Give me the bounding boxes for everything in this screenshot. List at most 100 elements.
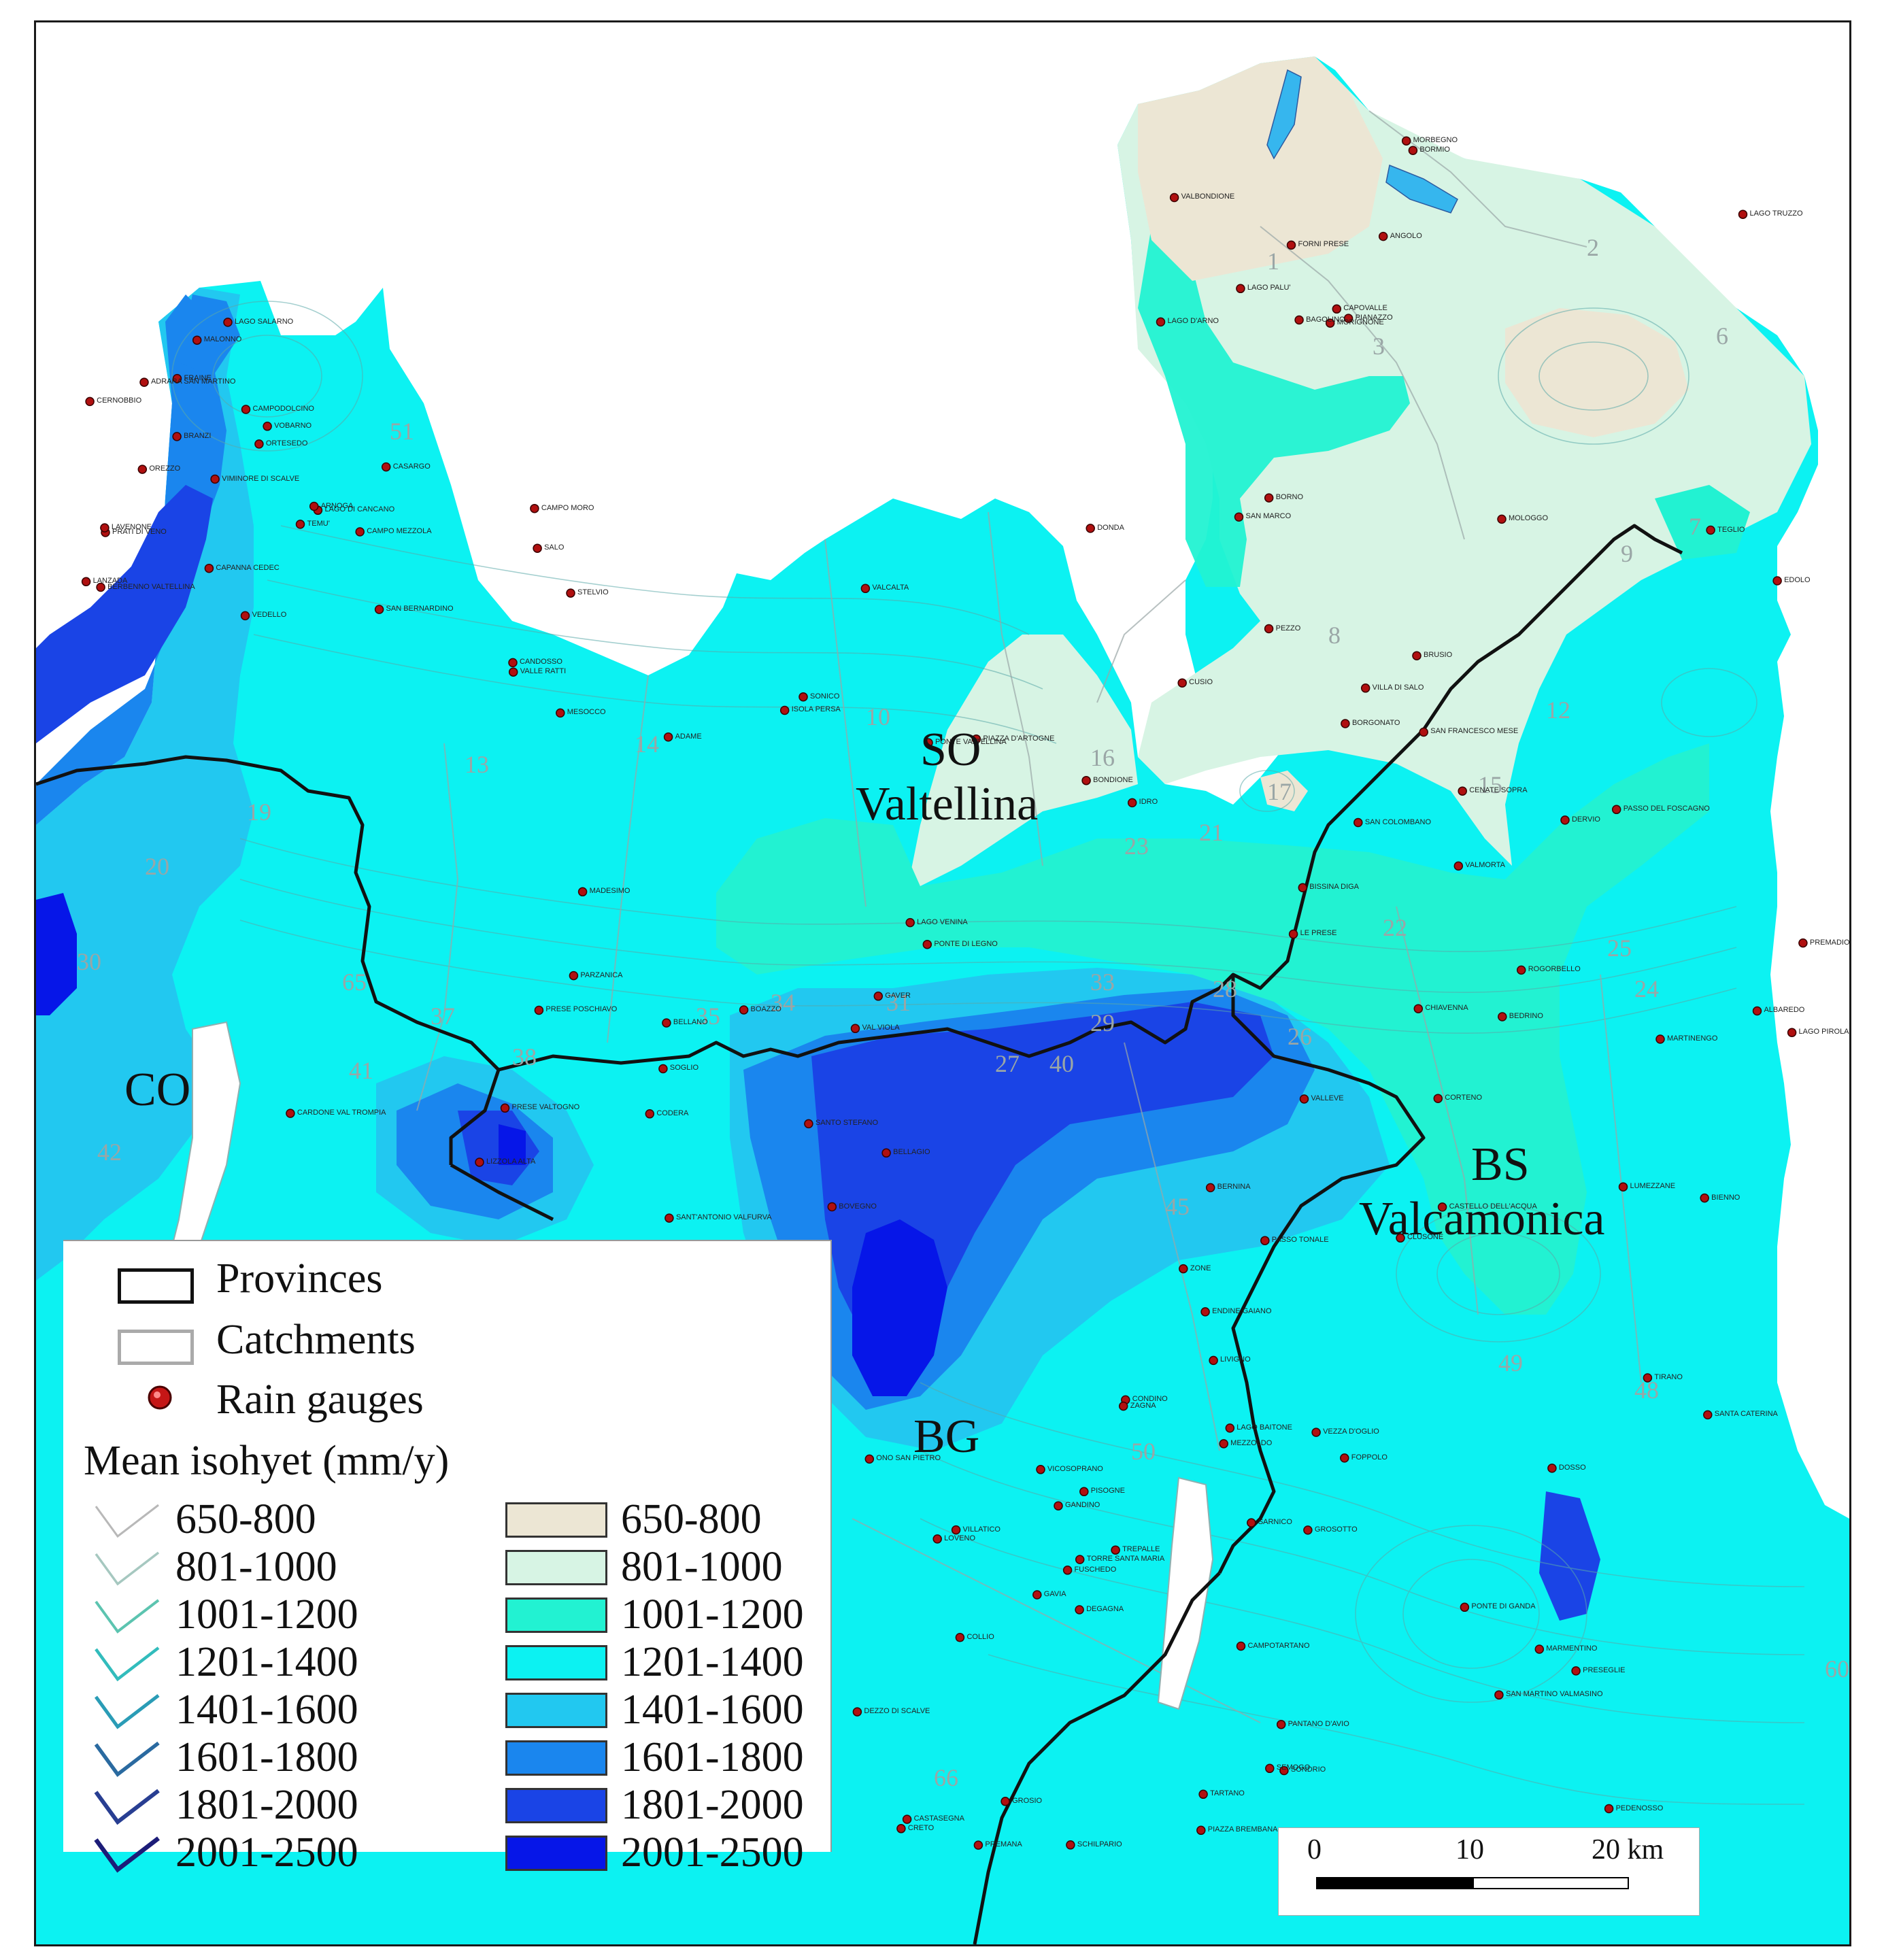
rain-gauge-marker[interactable] [1179, 1264, 1188, 1274]
rain-gauge-marker[interactable] [1560, 815, 1570, 825]
rain-gauge-marker[interactable] [1032, 1590, 1042, 1600]
rain-gauge-marker[interactable] [1298, 883, 1308, 892]
rain-gauge-marker[interactable] [663, 732, 673, 742]
rain-gauge-marker[interactable] [662, 1018, 671, 1028]
rain-gauge-marker[interactable] [1234, 512, 1244, 522]
rain-gauge-marker[interactable] [1738, 209, 1748, 219]
rain-gauge-marker[interactable] [263, 422, 272, 431]
rain-gauge-marker[interactable] [500, 1103, 510, 1113]
rain-gauge-marker[interactable] [860, 584, 871, 594]
rain-gauge-marker[interactable] [1353, 817, 1363, 828]
rain-gauge-marker[interactable] [905, 917, 915, 928]
rain-gauge-marker[interactable] [577, 887, 588, 897]
rain-gauge-marker[interactable] [1075, 1555, 1085, 1564]
rain-gauge-marker[interactable] [286, 1109, 295, 1118]
rain-gauge-marker[interactable] [1209, 1355, 1218, 1366]
rain-gauge-marker[interactable] [1111, 1545, 1120, 1555]
rain-gauge-marker[interactable] [902, 1814, 912, 1824]
rain-gauge-marker[interactable] [1196, 1825, 1206, 1836]
rain-gauge-marker[interactable] [1127, 798, 1137, 808]
rain-gauge-marker[interactable] [204, 563, 214, 573]
rain-gauge-marker[interactable] [1169, 192, 1179, 203]
rain-gauge-marker[interactable] [827, 1202, 837, 1212]
rain-gauge-marker[interactable] [1547, 1464, 1557, 1473]
rain-gauge-marker[interactable] [1497, 514, 1507, 524]
rain-gauge-marker[interactable] [1236, 284, 1245, 294]
rain-gauge-marker[interactable] [137, 464, 148, 474]
rain-gauge-marker[interactable] [96, 582, 105, 592]
rain-gauge-marker[interactable] [1494, 1690, 1504, 1700]
rain-gauge-layer[interactable] [81, 136, 1808, 1851]
rain-gauge-marker[interactable] [1752, 1006, 1762, 1016]
rain-gauge-marker[interactable] [192, 335, 202, 345]
rain-gauge-marker[interactable] [1264, 493, 1274, 503]
rain-gauge-marker[interactable] [1299, 1094, 1309, 1104]
rain-gauge-marker[interactable] [1260, 1236, 1270, 1245]
rain-gauge-marker[interactable] [779, 705, 790, 715]
rain-gauge-marker[interactable] [1706, 525, 1715, 535]
rain-gauge-marker[interactable] [1118, 1401, 1128, 1411]
rain-gauge-marker[interactable] [1225, 1423, 1235, 1433]
rain-gauge-marker[interactable] [1156, 317, 1166, 327]
rain-gauge-marker[interactable] [1437, 1202, 1447, 1212]
rain-gauge-marker[interactable] [881, 1148, 891, 1158]
rain-gauge-marker[interactable] [241, 405, 251, 414]
rain-gauge-marker[interactable] [508, 667, 518, 677]
rain-gauge-marker[interactable] [658, 1064, 668, 1074]
rain-gauge-marker[interactable] [645, 1109, 655, 1119]
rain-gauge-marker[interactable] [566, 588, 575, 598]
rain-gauge-marker[interactable] [932, 1534, 942, 1544]
rain-gauge-marker[interactable] [1075, 1605, 1084, 1615]
rain-gauge-marker[interactable] [1516, 965, 1526, 975]
rain-gauge-marker[interactable] [475, 1158, 484, 1167]
rain-gauge-marker[interactable] [804, 1119, 813, 1129]
rain-gauge-marker[interactable] [1079, 1487, 1089, 1497]
rain-gauge-marker[interactable] [1054, 1501, 1063, 1510]
rain-gauge-marker[interactable] [1401, 136, 1411, 146]
rain-gauge-marker[interactable] [1000, 1797, 1010, 1806]
rain-gauge-marker[interactable] [534, 1005, 544, 1015]
rain-gauge-marker[interactable] [240, 611, 250, 621]
rain-gauge-marker[interactable] [739, 1005, 749, 1015]
rain-gauge-marker[interactable] [309, 501, 319, 511]
rain-gauge-marker[interactable] [1655, 1034, 1665, 1044]
rain-gauge-marker[interactable] [1643, 1373, 1653, 1383]
rain-gauge-marker[interactable] [1419, 727, 1428, 737]
rain-gauge-marker[interactable] [295, 520, 305, 529]
rain-gauge-marker[interactable] [1604, 1804, 1614, 1814]
rain-gauge-marker[interactable] [254, 439, 264, 449]
rain-gauge-marker[interactable] [556, 708, 565, 718]
rain-gauge-marker[interactable] [1247, 1518, 1256, 1527]
rain-gauge-marker[interactable] [1066, 1840, 1075, 1850]
rain-gauge-marker[interactable] [1294, 315, 1304, 325]
rain-gauge-marker[interactable] [1332, 304, 1342, 314]
rain-gauge-marker[interactable] [172, 373, 182, 384]
rain-gauge-marker[interactable] [896, 1824, 906, 1834]
rain-gauge-marker[interactable] [355, 527, 365, 537]
rain-gauge-marker[interactable] [1408, 146, 1418, 155]
rain-gauge-marker[interactable] [665, 1213, 674, 1223]
rain-gauge-marker[interactable] [864, 1454, 875, 1464]
rain-gauge-marker[interactable] [1458, 786, 1467, 796]
rain-gauge-marker[interactable] [569, 970, 579, 981]
rain-gauge-marker[interactable] [1276, 1719, 1286, 1729]
rain-gauge-marker[interactable] [955, 1633, 965, 1642]
rain-gauge-marker[interactable] [381, 462, 391, 472]
rain-gauge-marker[interactable] [1453, 861, 1464, 871]
rain-gauge-marker[interactable] [81, 577, 91, 587]
rain-gauge-marker[interactable] [1360, 683, 1370, 693]
rain-gauge-marker[interactable] [1325, 318, 1335, 328]
rain-gauge-marker[interactable] [1460, 1602, 1470, 1612]
rain-gauge-marker[interactable] [1062, 1566, 1073, 1575]
rain-gauge-marker[interactable] [798, 692, 808, 702]
rain-gauge-marker[interactable] [1265, 1763, 1275, 1774]
rain-gauge-marker[interactable] [1611, 805, 1621, 815]
rain-gauge-marker[interactable] [1036, 1465, 1045, 1474]
rain-gauge-marker[interactable] [1303, 1525, 1313, 1535]
rain-gauge-marker[interactable] [1340, 1453, 1349, 1463]
rain-gauge-marker[interactable] [1396, 1233, 1405, 1243]
rain-gauge-marker[interactable] [374, 605, 384, 614]
rain-gauge-marker[interactable] [1205, 1183, 1215, 1193]
rain-gauge-marker[interactable] [1264, 624, 1274, 634]
rain-gauge-marker[interactable] [1086, 524, 1095, 533]
